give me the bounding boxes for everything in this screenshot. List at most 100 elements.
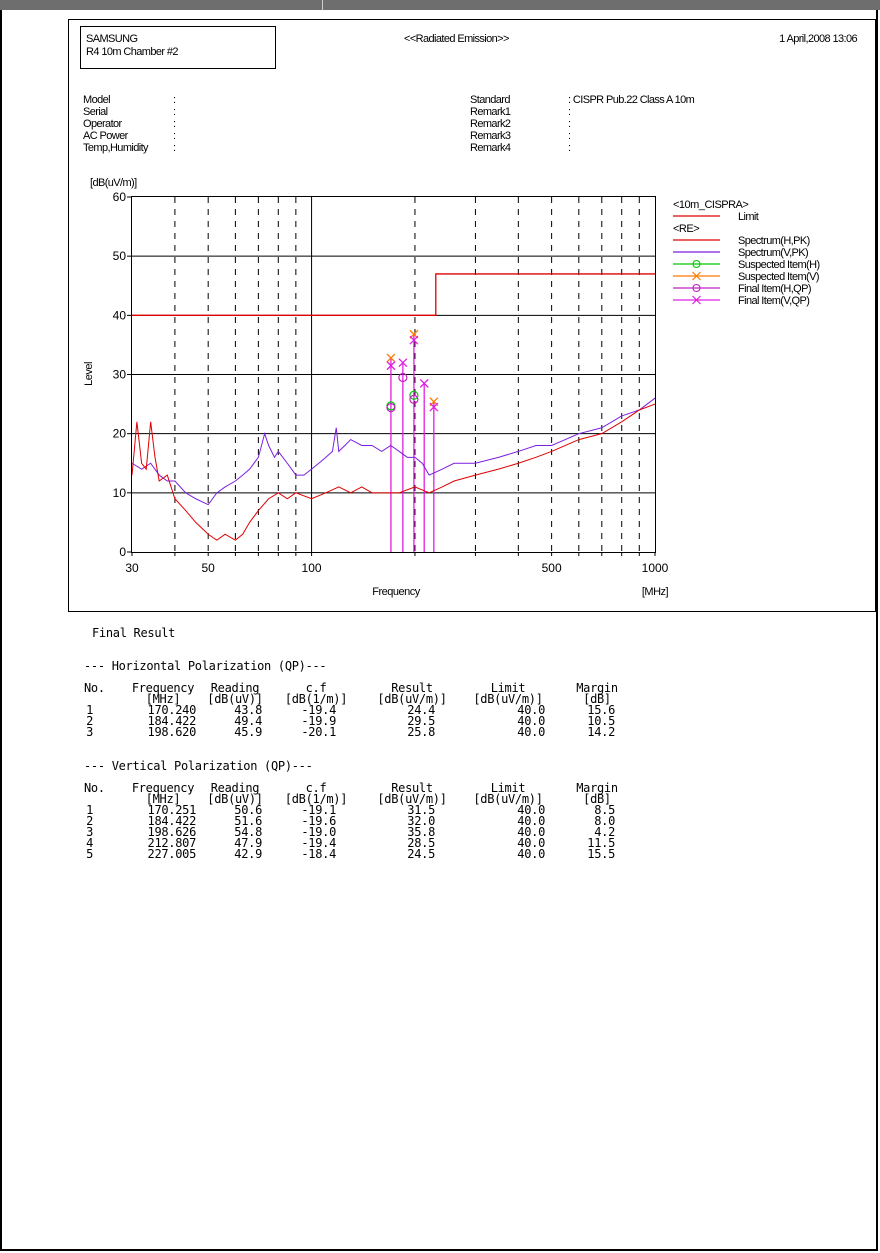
final-v-point	[419, 378, 429, 388]
column-unit: [dB(uV/m)]	[377, 792, 447, 806]
table-cell: 15.5	[587, 847, 615, 861]
table-cell: 15.6	[587, 703, 615, 717]
table-cell: 2	[86, 814, 93, 828]
legend-label: Final Item(H,QP)	[738, 283, 811, 295]
table-cell: 28.5	[407, 836, 435, 850]
column-header: No.	[84, 681, 105, 695]
series-line-h	[131, 403, 656, 541]
table-cell: -18.4	[301, 847, 336, 861]
table-cell: 3	[86, 725, 93, 739]
table-cell: 8.0	[594, 814, 615, 828]
legend: <10m_CISPRA>Limit <RE> Spectrum(H,PK)Spect…	[673, 199, 820, 307]
info-label: Remark3	[470, 130, 511, 142]
info-label: Temp,Humidity	[83, 142, 149, 154]
y-tick-label: 30	[113, 368, 127, 382]
column-unit: [dB(uV)]	[207, 792, 263, 806]
table-cell: 227.005	[147, 847, 197, 861]
page-frame	[0, 10, 878, 1251]
y-tick-label: 40	[113, 308, 127, 322]
table-cell: 4	[86, 836, 93, 850]
final-v-point	[398, 358, 408, 368]
legend-marker	[692, 271, 701, 281]
table-cell: 198.620	[147, 725, 197, 739]
table-cell: -19.4	[301, 703, 336, 717]
table-cell: 40.0	[517, 814, 545, 828]
table-cell: 4.2	[594, 825, 615, 839]
final-v-point	[386, 361, 396, 371]
table-cell: 24.4	[407, 703, 435, 717]
column-header: Result	[391, 781, 433, 795]
final-h-point	[398, 372, 408, 383]
table-cell: 43.8	[234, 703, 262, 717]
column-unit: [dB(uV/m)]	[473, 692, 543, 706]
spike-lines	[390, 334, 435, 552]
info-label: Model	[83, 94, 111, 106]
table-cell: 45.9	[234, 725, 262, 739]
top-bar	[0, 0, 880, 10]
lab-id-box	[80, 26, 276, 69]
y-tick-label: 50	[113, 249, 127, 263]
report-panel	[68, 19, 876, 612]
legend-label: Spectrum(H,PK)	[738, 235, 810, 247]
table-cell: 212.807	[147, 836, 197, 850]
table-cell: 40.0	[517, 836, 545, 850]
x-tick-label: 500	[542, 561, 562, 575]
legend-marker	[692, 295, 701, 305]
column-unit: [dB]	[583, 792, 611, 806]
x-tick-label: 100	[302, 561, 322, 575]
final-result-title: Final Result	[92, 626, 176, 640]
x-tick-label: 1000	[642, 561, 669, 575]
y-tick-label: 0	[119, 545, 126, 559]
table-cell: -19.1	[301, 803, 336, 817]
info-value: :	[173, 94, 176, 106]
info-label: Standard	[470, 94, 510, 106]
legend-marker	[692, 283, 701, 293]
table-cell: 25.8	[407, 725, 435, 739]
emission-chart: [dB(uV/m)] 0 10 20 30 40 50 60 30 50 100 500 1000 L…	[83, 177, 820, 598]
final-h-point	[386, 403, 396, 413]
info-value: :	[173, 142, 176, 154]
column-unit: [dB(uV)]	[207, 692, 263, 706]
info-label: Remark1	[470, 106, 511, 118]
info-label: Operator	[83, 118, 122, 130]
table-cell: -19.4	[301, 836, 336, 850]
table-cell: 42.9	[234, 847, 262, 861]
vertical-header: --- Vertical Polarization (QP)---	[84, 759, 313, 773]
spectrum-series	[131, 397, 656, 541]
table-cell: 14.2	[587, 725, 615, 739]
column-header: Limit	[490, 781, 526, 795]
chamber-name: R4 10m Chamber #2	[86, 46, 179, 58]
top-bar-divider	[322, 0, 323, 10]
column-unit: [dB]	[583, 692, 611, 706]
legend-label: Final Item(V,QP)	[738, 295, 809, 307]
table-cell: 29.5	[407, 714, 435, 728]
table-cell: 54.8	[234, 825, 262, 839]
plot-grid	[132, 197, 655, 552]
column-header: Reading	[210, 781, 260, 795]
limit-group	[132, 273, 655, 316]
test-title: <<Radiated Emission>>	[404, 33, 509, 45]
info-value: :	[568, 142, 571, 154]
table-cell: 35.8	[407, 825, 435, 839]
y-axis-title: Level	[83, 362, 95, 386]
table-cell: 50.6	[234, 803, 262, 817]
limit-line	[132, 273, 655, 316]
column-unit: [dB(1/m)]	[284, 792, 348, 806]
table-cell: 40.0	[517, 714, 545, 728]
legend-label: Limit	[738, 211, 759, 223]
column-header: Frequency	[131, 781, 195, 795]
column-header: Frequency	[131, 681, 195, 695]
final-v-point	[409, 335, 419, 345]
table-cell: 51.6	[234, 814, 262, 828]
column-unit: [MHz]	[145, 692, 181, 706]
final-v-point	[429, 402, 439, 412]
table-cell: 40.0	[517, 803, 545, 817]
info-label: Serial	[83, 106, 108, 118]
info-value: :	[568, 106, 571, 118]
table-cell: -19.6	[301, 814, 336, 828]
horizontal-header: --- Horizontal Polarization (QP)---	[84, 659, 327, 673]
x-axis-title: Frequency	[372, 586, 420, 598]
legend-label: Suspected Item(H)	[738, 259, 820, 271]
y-tick-label: 60	[113, 190, 127, 204]
y-tick-label: 10	[113, 486, 127, 500]
